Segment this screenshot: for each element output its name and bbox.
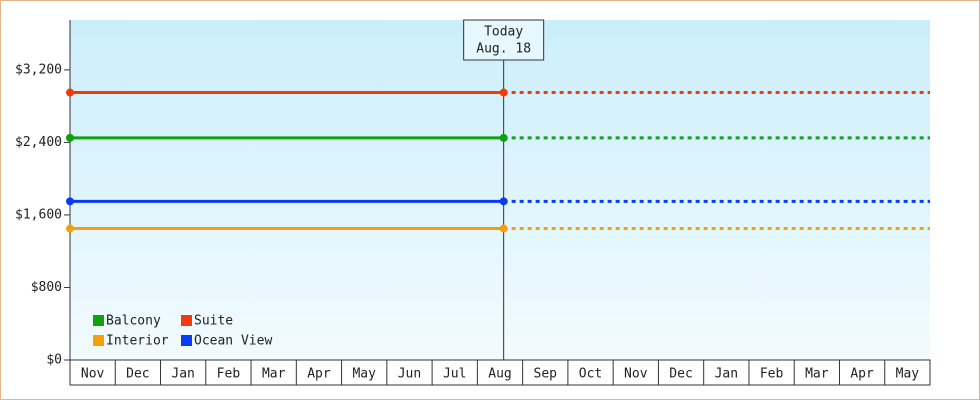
- x-axis-band: [69, 359, 931, 386]
- legend-swatch: [181, 315, 192, 326]
- legend-label: Balcony: [106, 314, 161, 329]
- series-point: [66, 224, 74, 233]
- legend-label: Suite: [194, 314, 233, 329]
- x-tick-label: Sep: [534, 367, 558, 382]
- series-point: [66, 133, 74, 142]
- series-point: [499, 88, 508, 97]
- x-tick-label: Mar: [262, 367, 286, 382]
- x-tick-label: Aug: [488, 367, 511, 382]
- series-point: [66, 197, 74, 206]
- series-point: [499, 133, 508, 142]
- y-tick-label: $3,200: [15, 62, 62, 77]
- legend-swatch: [93, 315, 104, 326]
- x-tick-label: Nov: [81, 367, 105, 382]
- x-tick-label: Jan: [171, 367, 194, 382]
- x-tick-label: Apr: [307, 367, 331, 382]
- series-point: [499, 197, 508, 206]
- x-tick-label: Dec: [126, 367, 149, 382]
- series-point: [499, 224, 508, 233]
- y-tick-label: $2,400: [15, 135, 62, 150]
- x-tick-label: Dec: [669, 367, 692, 382]
- x-tick-label: Feb: [217, 367, 241, 382]
- y-tick-label: $1,600: [15, 207, 62, 222]
- y-tick-label: $800: [31, 280, 62, 295]
- x-tick-label: Nov: [624, 367, 648, 382]
- today-label: Aug. 18: [476, 42, 531, 57]
- y-tick-label: $0: [46, 353, 62, 368]
- today-box: [463, 19, 545, 61]
- legend-swatch: [181, 335, 192, 346]
- x-tick-label: Jun: [398, 367, 421, 382]
- x-tick-label: May: [352, 367, 376, 382]
- plot-area: [70, 20, 930, 360]
- x-tick-label: Apr: [850, 367, 874, 382]
- x-tick-label: Feb: [760, 367, 784, 382]
- legend-swatch: [93, 335, 104, 346]
- legend-label: Interior: [106, 334, 169, 349]
- x-tick-label: Jul: [443, 367, 466, 382]
- x-tick-label: May: [896, 367, 920, 382]
- series-point: [66, 88, 74, 97]
- x-tick-label: Jan: [715, 367, 738, 382]
- x-tick-label: Mar: [805, 367, 829, 382]
- x-tick-label: Oct: [579, 367, 602, 382]
- legend-label: Ocean View: [194, 334, 272, 349]
- today-label: Today: [484, 25, 523, 40]
